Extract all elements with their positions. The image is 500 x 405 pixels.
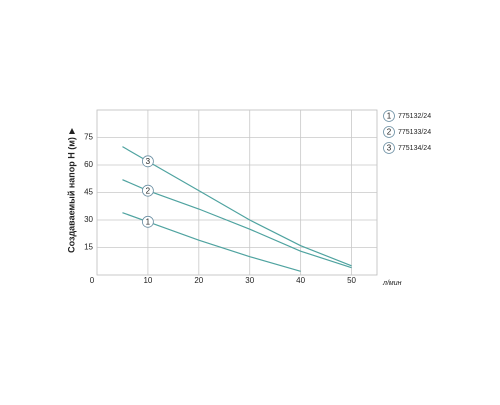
y-tick-label: 75 xyxy=(84,133,93,142)
curve-marker xyxy=(142,215,154,228)
x-tick-label: 0 xyxy=(90,276,95,285)
y-axis-label: Создаваемый напор Н (м) xyxy=(66,137,76,253)
curve-marker xyxy=(142,184,154,197)
y-tick-label: 45 xyxy=(84,188,93,197)
legend-label: 775133/24 xyxy=(398,129,431,136)
x-tick-label: 20 xyxy=(194,276,203,285)
legend-marker xyxy=(383,110,395,122)
legend-marker-label: 1 xyxy=(387,112,392,121)
x-axis-label: л/мин xyxy=(382,280,402,287)
curve-marker-label: 3 xyxy=(146,157,151,166)
legend-marker xyxy=(383,142,395,154)
legend-marker-label: 2 xyxy=(387,128,392,137)
y-axis-arrow xyxy=(69,128,75,134)
x-tick-label: 30 xyxy=(245,276,254,285)
y-tick-label: 15 xyxy=(84,243,93,252)
y-tick-label: 60 xyxy=(84,160,93,169)
curve-marker-label: 2 xyxy=(146,186,151,195)
x-tick-label: 50 xyxy=(347,276,356,285)
x-tick-label: 40 xyxy=(296,276,305,285)
curve-marker xyxy=(142,155,154,168)
legend-marker-label: 3 xyxy=(387,144,392,153)
curve-marker-label: 1 xyxy=(146,217,151,226)
y-tick-label: 30 xyxy=(84,215,93,224)
series-line xyxy=(122,212,301,272)
series-line xyxy=(122,146,352,267)
legend-label: 775134/24 xyxy=(398,145,431,152)
legend-label: 775132/24 xyxy=(398,113,431,120)
x-tick-label: 10 xyxy=(143,276,152,285)
legend-marker xyxy=(383,126,395,138)
